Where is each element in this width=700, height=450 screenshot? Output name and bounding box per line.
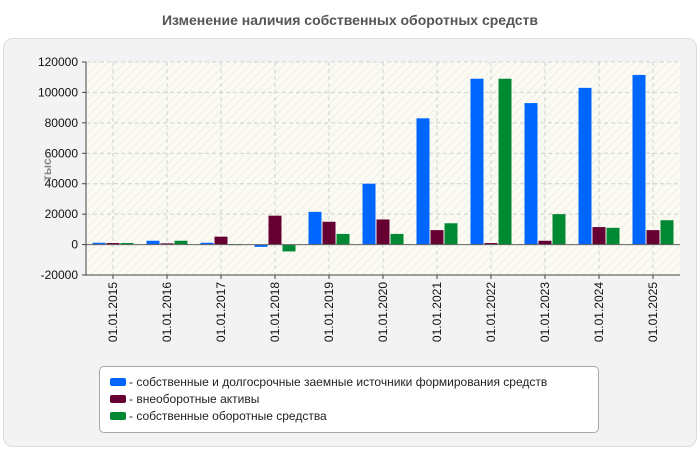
bar-working-capital-10 xyxy=(660,220,674,245)
bar-working-capital-9 xyxy=(606,227,620,245)
legend-label-noncurrent: - внеоборотные активы xyxy=(129,391,260,406)
bar-sources-2 xyxy=(200,242,214,245)
bar-sources-0 xyxy=(92,242,106,245)
bar-sources-8 xyxy=(524,103,538,245)
y-tick-label: 100000 xyxy=(38,85,78,99)
x-tick-label: 01.01.2022 xyxy=(484,282,498,342)
bar-sources-1 xyxy=(146,240,160,245)
legend-item: - внеоборотные активы xyxy=(110,390,598,407)
x-tick-label: 01.01.2024 xyxy=(592,282,606,342)
y-tick-label: 120000 xyxy=(38,55,78,69)
bar-noncurrent-assets-0 xyxy=(106,243,120,245)
legend: - собственные и долгосрочные заемные ист… xyxy=(99,366,599,433)
bar-working-capital-6 xyxy=(444,223,458,245)
y-axis-label: тыс. xyxy=(40,155,54,181)
x-tick-label: 01.01.2020 xyxy=(376,282,390,342)
y-tick-label: 0 xyxy=(71,238,78,252)
legend-item: - собственные оборотные средства xyxy=(110,407,598,424)
bar-layer xyxy=(92,74,674,252)
bar-working-capital-4 xyxy=(336,233,350,245)
axis-layer: -20000 0 20000 40000 60000 80000 100000 120000 0… xyxy=(38,55,680,342)
bar-noncurrent-assets-8 xyxy=(538,240,552,245)
legend-label-working-capital: - собственные оборотные средства xyxy=(129,408,327,423)
legend-swatch-noncurrent xyxy=(110,394,126,403)
bar-noncurrent-assets-3 xyxy=(268,215,282,245)
bar-sources-7 xyxy=(470,78,484,245)
bar-working-capital-0 xyxy=(120,243,134,245)
y-tick-label: 40000 xyxy=(45,177,79,191)
x-tick-label: 01.01.2015 xyxy=(106,282,120,342)
bar-sources-6 xyxy=(416,118,430,245)
bar-noncurrent-assets-10 xyxy=(646,230,660,245)
bar-working-capital-7 xyxy=(498,78,512,245)
chart-title: Изменение наличия собственных оборотных … xyxy=(161,12,539,28)
bar-working-capital-1 xyxy=(174,240,188,245)
bar-noncurrent-assets-5 xyxy=(376,219,390,245)
legend-item: - собственные и долгосрочные заемные ист… xyxy=(110,373,598,390)
bar-noncurrent-assets-7 xyxy=(484,243,498,245)
y-tick-label: 80000 xyxy=(45,116,79,130)
bar-sources-10 xyxy=(632,74,646,245)
legend-swatch-sources xyxy=(110,377,126,386)
x-tick-label: 01.01.2021 xyxy=(430,282,444,342)
bar-working-capital-5 xyxy=(390,233,404,245)
legend-label-sources: - собственные и долгосрочные заемные ист… xyxy=(129,374,548,389)
x-tick-label: 01.01.2023 xyxy=(538,282,552,342)
x-tick-label: 01.01.2016 xyxy=(160,282,174,342)
bar-working-capital-3 xyxy=(282,244,296,252)
bar-noncurrent-assets-4 xyxy=(322,221,336,245)
bar-sources-4 xyxy=(308,211,322,245)
x-tick-label: 01.01.2018 xyxy=(268,282,282,342)
bar-sources-9 xyxy=(578,87,592,245)
bar-sources-5 xyxy=(362,183,376,245)
x-tick-label: 01.01.2025 xyxy=(646,282,660,342)
legend-swatch-working-capital xyxy=(110,411,126,420)
bar-noncurrent-assets-2 xyxy=(214,236,228,245)
bar-noncurrent-assets-6 xyxy=(430,230,444,245)
bar-noncurrent-assets-1 xyxy=(160,243,174,245)
y-tick-label: 20000 xyxy=(45,207,79,221)
y-tick-label: 60000 xyxy=(45,146,79,160)
bar-sources-3 xyxy=(254,244,268,247)
x-tick-label: 01.01.2017 xyxy=(214,282,228,342)
bar-working-capital-8 xyxy=(552,214,566,245)
bar-noncurrent-assets-9 xyxy=(592,227,606,245)
y-tick-label: -20000 xyxy=(41,268,79,282)
x-tick-label: 01.01.2019 xyxy=(322,282,336,342)
